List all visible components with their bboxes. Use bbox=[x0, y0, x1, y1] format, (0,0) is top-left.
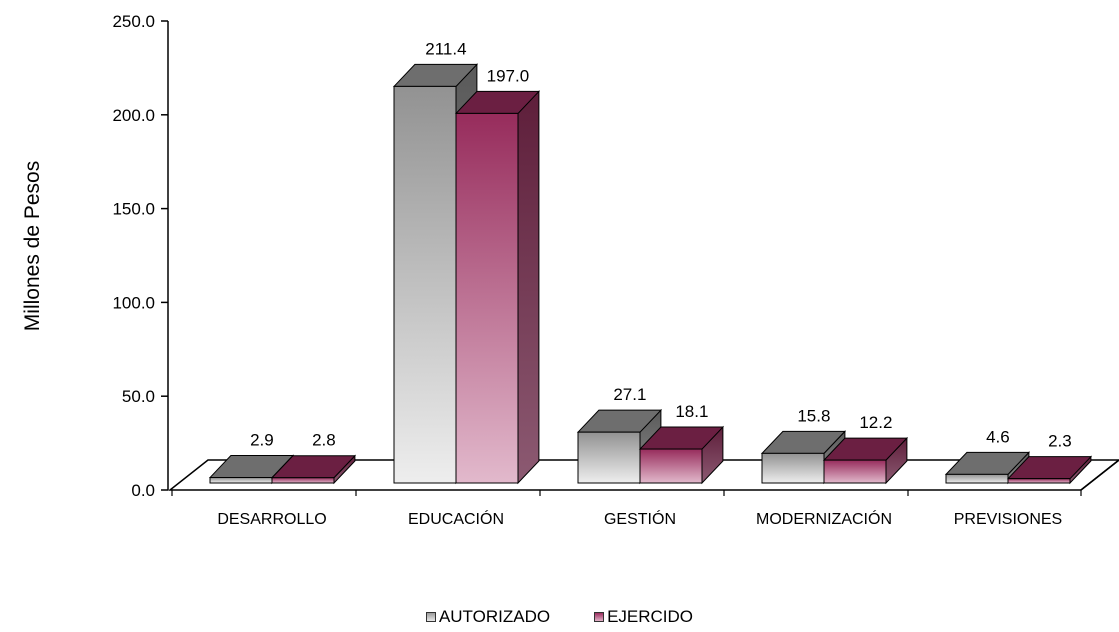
bar-ejercido bbox=[1006, 455, 1093, 485]
bar-side bbox=[517, 90, 540, 485]
bar-front bbox=[577, 431, 641, 484]
legend-swatch-ejercido bbox=[594, 612, 605, 622]
y-tick-label: 250.0 bbox=[112, 12, 155, 31]
bar-front bbox=[761, 452, 825, 484]
legend: AUTORIZADO EJERCIDO bbox=[0, 606, 1119, 628]
bar-ejercido bbox=[454, 90, 541, 485]
x-tick-label: DESARROLLO bbox=[217, 511, 326, 528]
bar-front bbox=[209, 477, 273, 484]
bar-front bbox=[271, 477, 335, 484]
legend-swatch-autorizado bbox=[425, 612, 436, 622]
axis-layer: 0.0 50.0 100.0 150.0 200.0 250.0 DESARROLLO EDU… bbox=[112, 12, 1082, 528]
x-tick-label: MODERNIZACIÓN bbox=[756, 509, 892, 528]
legend-label-autorizado: AUTORIZADO bbox=[438, 607, 551, 626]
data-label: 197.0 bbox=[487, 66, 530, 85]
labels-layer: 2.9 2.8 211.4 197.0 27.1 18.1 15.8 12.2 4.6 2.3 bbox=[250, 39, 1072, 450]
bar-ejercido bbox=[638, 425, 725, 485]
y-axis-title: Millones de Pesos bbox=[21, 160, 44, 332]
bar-front bbox=[393, 85, 457, 484]
data-label: 18.1 bbox=[675, 402, 708, 421]
bar-front bbox=[823, 459, 887, 484]
legend-item-ejercido: EJERCIDO bbox=[594, 607, 693, 627]
y-tick-label: 150.0 bbox=[112, 200, 155, 219]
x-tick-label: GESTIÓN bbox=[604, 509, 676, 528]
bar-front bbox=[1007, 478, 1071, 484]
data-label: 2.8 bbox=[312, 431, 336, 450]
y-tick-label: 50.0 bbox=[122, 387, 155, 406]
x-tick-label: PREVISIONES bbox=[954, 511, 1062, 528]
bars-layer bbox=[208, 63, 1093, 485]
x-tick-label: EDUCACIÓN bbox=[408, 509, 504, 528]
bar-ejercido bbox=[270, 454, 357, 485]
bar-front bbox=[639, 448, 703, 484]
data-label: 2.9 bbox=[250, 431, 274, 450]
legend-label-ejercido: EJERCIDO bbox=[607, 607, 694, 626]
data-label: 27.1 bbox=[613, 385, 646, 404]
legend-item-autorizado: AUTORIZADO bbox=[425, 607, 551, 627]
bar-ejercido bbox=[822, 436, 909, 485]
data-label: 15.8 bbox=[797, 406, 830, 425]
data-label: 4.6 bbox=[986, 427, 1010, 446]
data-label: 2.3 bbox=[1048, 432, 1072, 451]
y-tick-label: 0.0 bbox=[131, 481, 155, 500]
data-label: 211.4 bbox=[425, 39, 466, 58]
floor-right-edge bbox=[1080, 459, 1119, 491]
y-tick-label: 200.0 bbox=[112, 106, 155, 125]
data-label: 12.2 bbox=[859, 413, 892, 432]
bar-front bbox=[455, 112, 519, 484]
y-tick-label: 100.0 bbox=[112, 293, 155, 312]
bar-front bbox=[945, 473, 1009, 484]
